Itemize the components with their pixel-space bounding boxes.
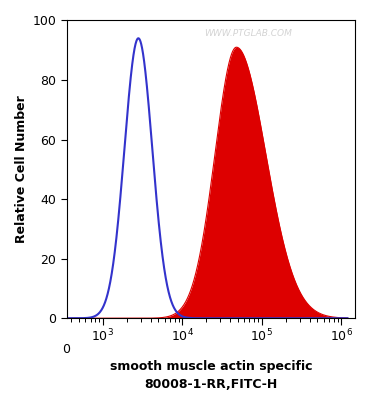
Y-axis label: Relative Cell Number: Relative Cell Number [15, 95, 28, 243]
Text: WWW.PTGLAB.COM: WWW.PTGLAB.COM [205, 29, 292, 38]
Text: smooth muscle actin specific: smooth muscle actin specific [110, 360, 312, 373]
Text: 80008-1-RR,FITC-H: 80008-1-RR,FITC-H [144, 378, 278, 391]
Text: 0: 0 [63, 343, 71, 356]
